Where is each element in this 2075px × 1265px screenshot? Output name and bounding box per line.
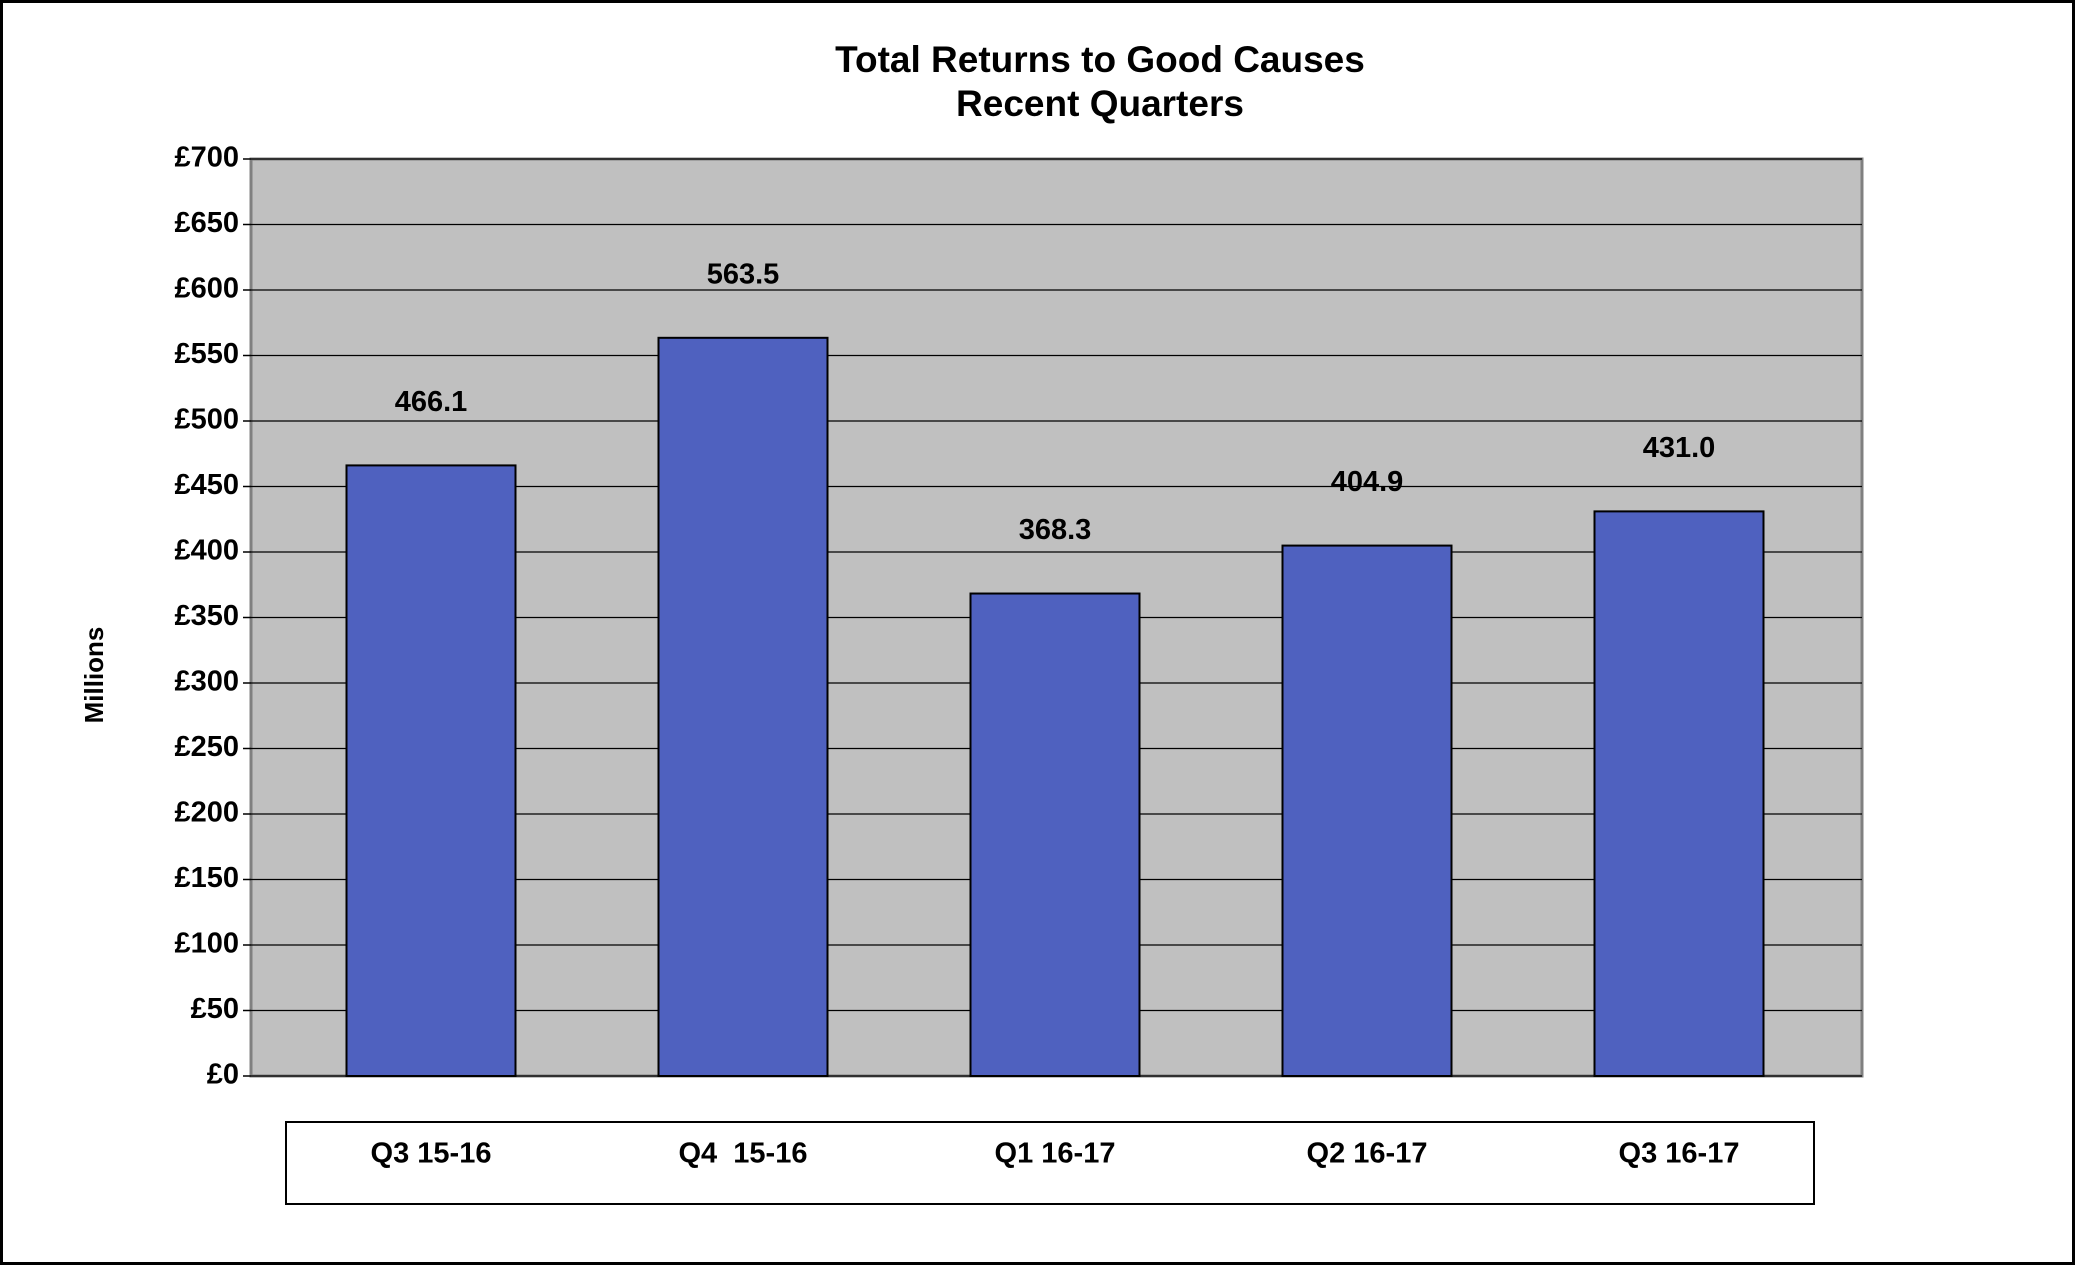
bar xyxy=(1593,510,1765,1077)
y-tick-label: £450 xyxy=(174,469,239,501)
y-tick-label: £200 xyxy=(174,797,239,829)
x-tick-label: Q3 15-16 xyxy=(371,1138,492,1170)
x-tick-label: Q3 16-17 xyxy=(1619,1138,1740,1170)
category-box xyxy=(285,1121,1815,1205)
y-tick-label: £600 xyxy=(174,273,239,305)
x-tick-label: Q2 16-17 xyxy=(1307,1138,1428,1170)
y-tick-label: £700 xyxy=(174,142,239,174)
bar xyxy=(657,336,829,1077)
y-tick-label: £550 xyxy=(174,338,239,370)
bar xyxy=(969,592,1141,1077)
y-tick-label: £0 xyxy=(207,1059,239,1091)
data-label: 563.5 xyxy=(707,258,780,290)
x-tick-label: Q4 15-16 xyxy=(679,1138,808,1170)
data-label: 431.0 xyxy=(1643,432,1716,464)
data-label: 368.3 xyxy=(1019,514,1092,546)
y-tick-label: £500 xyxy=(174,404,239,436)
y-tick-label: £150 xyxy=(174,862,239,894)
y-tick-label: £250 xyxy=(174,731,239,763)
data-label: 466.1 xyxy=(395,386,468,418)
y-tick-label: £100 xyxy=(174,928,239,960)
bar xyxy=(1281,544,1453,1077)
y-tick-label: £300 xyxy=(174,666,239,698)
y-tick-label: £50 xyxy=(191,993,239,1025)
x-tick-label: Q1 16-17 xyxy=(995,1138,1116,1170)
y-tick-label: £350 xyxy=(174,600,239,632)
chart-title: Total Returns to Good Causes xyxy=(835,39,1365,80)
chart-subtitle: Recent Quarters xyxy=(956,83,1244,124)
data-label: 404.9 xyxy=(1331,466,1404,498)
y-tick-label: £650 xyxy=(174,207,239,239)
y-axis-label: Millions xyxy=(79,627,109,724)
y-tick-label: £400 xyxy=(174,535,239,567)
bar xyxy=(345,464,517,1077)
